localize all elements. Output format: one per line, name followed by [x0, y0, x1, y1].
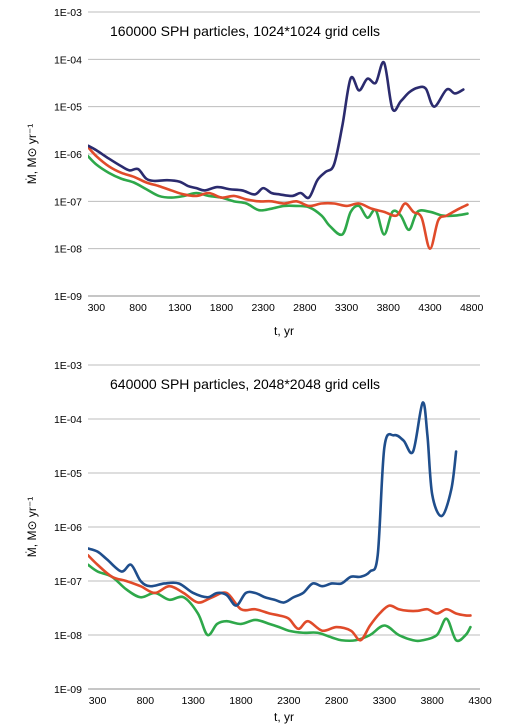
- series-line-1: [88, 60, 465, 200]
- y-tick-label: 1E-06: [54, 522, 82, 534]
- y-tick-label: 1E-03: [54, 7, 82, 19]
- chart-title: 160000 SPH particles, 1024*1024 grid cel…: [110, 23, 380, 39]
- y-axis-label: Ṁ, M⊙ yr⁻¹: [25, 497, 39, 557]
- y-tick-label: 1E-05: [54, 102, 82, 114]
- x-tick-label: 3800: [421, 695, 445, 707]
- y-tick-label: 1E-07: [54, 576, 82, 588]
- y-tick-label: 1E-04: [54, 54, 82, 66]
- x-tick-label: 300: [88, 302, 106, 314]
- x-axis-label: t, yr: [274, 324, 294, 338]
- y-tick-label: 1E-07: [54, 196, 82, 208]
- x-tick-label: 4300: [468, 695, 492, 707]
- x-tick-label: 300: [89, 695, 107, 707]
- y-tick-label: 1E-08: [54, 630, 82, 642]
- y-tick-label: 1E-09: [54, 291, 82, 303]
- series-line-2: [88, 145, 469, 250]
- chart-bottom: 1E-09 1E-08 1E-07 1E-06 1E-05 1E-04 1E-03 300 80…: [25, 360, 492, 724]
- x-tick-label: 1300: [168, 302, 192, 314]
- chart-top: 1E-09 1E-08 1E-07 1E-06 1E-05 1E-04 1E-03 300 80…: [25, 7, 484, 338]
- y-tick-label: 1E-06: [54, 149, 82, 161]
- x-tick-label: 3800: [377, 302, 401, 314]
- y-tick-label: 1E-08: [54, 244, 82, 256]
- y-tick-label: 1E-03: [54, 360, 82, 372]
- x-tick-label: 800: [137, 695, 155, 707]
- x-axis-label: t, yr: [274, 710, 294, 724]
- x-tick-label: 2800: [325, 695, 349, 707]
- series-line-2: [88, 553, 472, 642]
- x-tick-label: 4300: [418, 302, 442, 314]
- y-tick-label: 1E-05: [54, 468, 82, 480]
- x-tick-label: 1800: [210, 302, 234, 314]
- x-tick-label: 2800: [293, 302, 317, 314]
- series-line-3: [88, 154, 469, 237]
- chart-title: 640000 SPH particles, 2048*2048 grid cel…: [110, 376, 380, 392]
- x-tick-label: 2300: [277, 695, 301, 707]
- y-tick-label: 1E-04: [54, 414, 82, 426]
- x-tick-label: 4800: [460, 302, 484, 314]
- x-tick-label: 1800: [229, 695, 253, 707]
- series-line-1: [88, 401, 458, 607]
- y-tick-label: 1E-09: [54, 684, 82, 696]
- x-tick-label: 3300: [335, 302, 359, 314]
- y-axis-label: Ṁ, M⊙ yr⁻¹: [25, 124, 39, 184]
- x-tick-label: 1300: [181, 695, 205, 707]
- x-tick-label: 2300: [251, 302, 275, 314]
- x-tick-label: 800: [129, 302, 147, 314]
- x-tick-label: 3300: [373, 695, 397, 707]
